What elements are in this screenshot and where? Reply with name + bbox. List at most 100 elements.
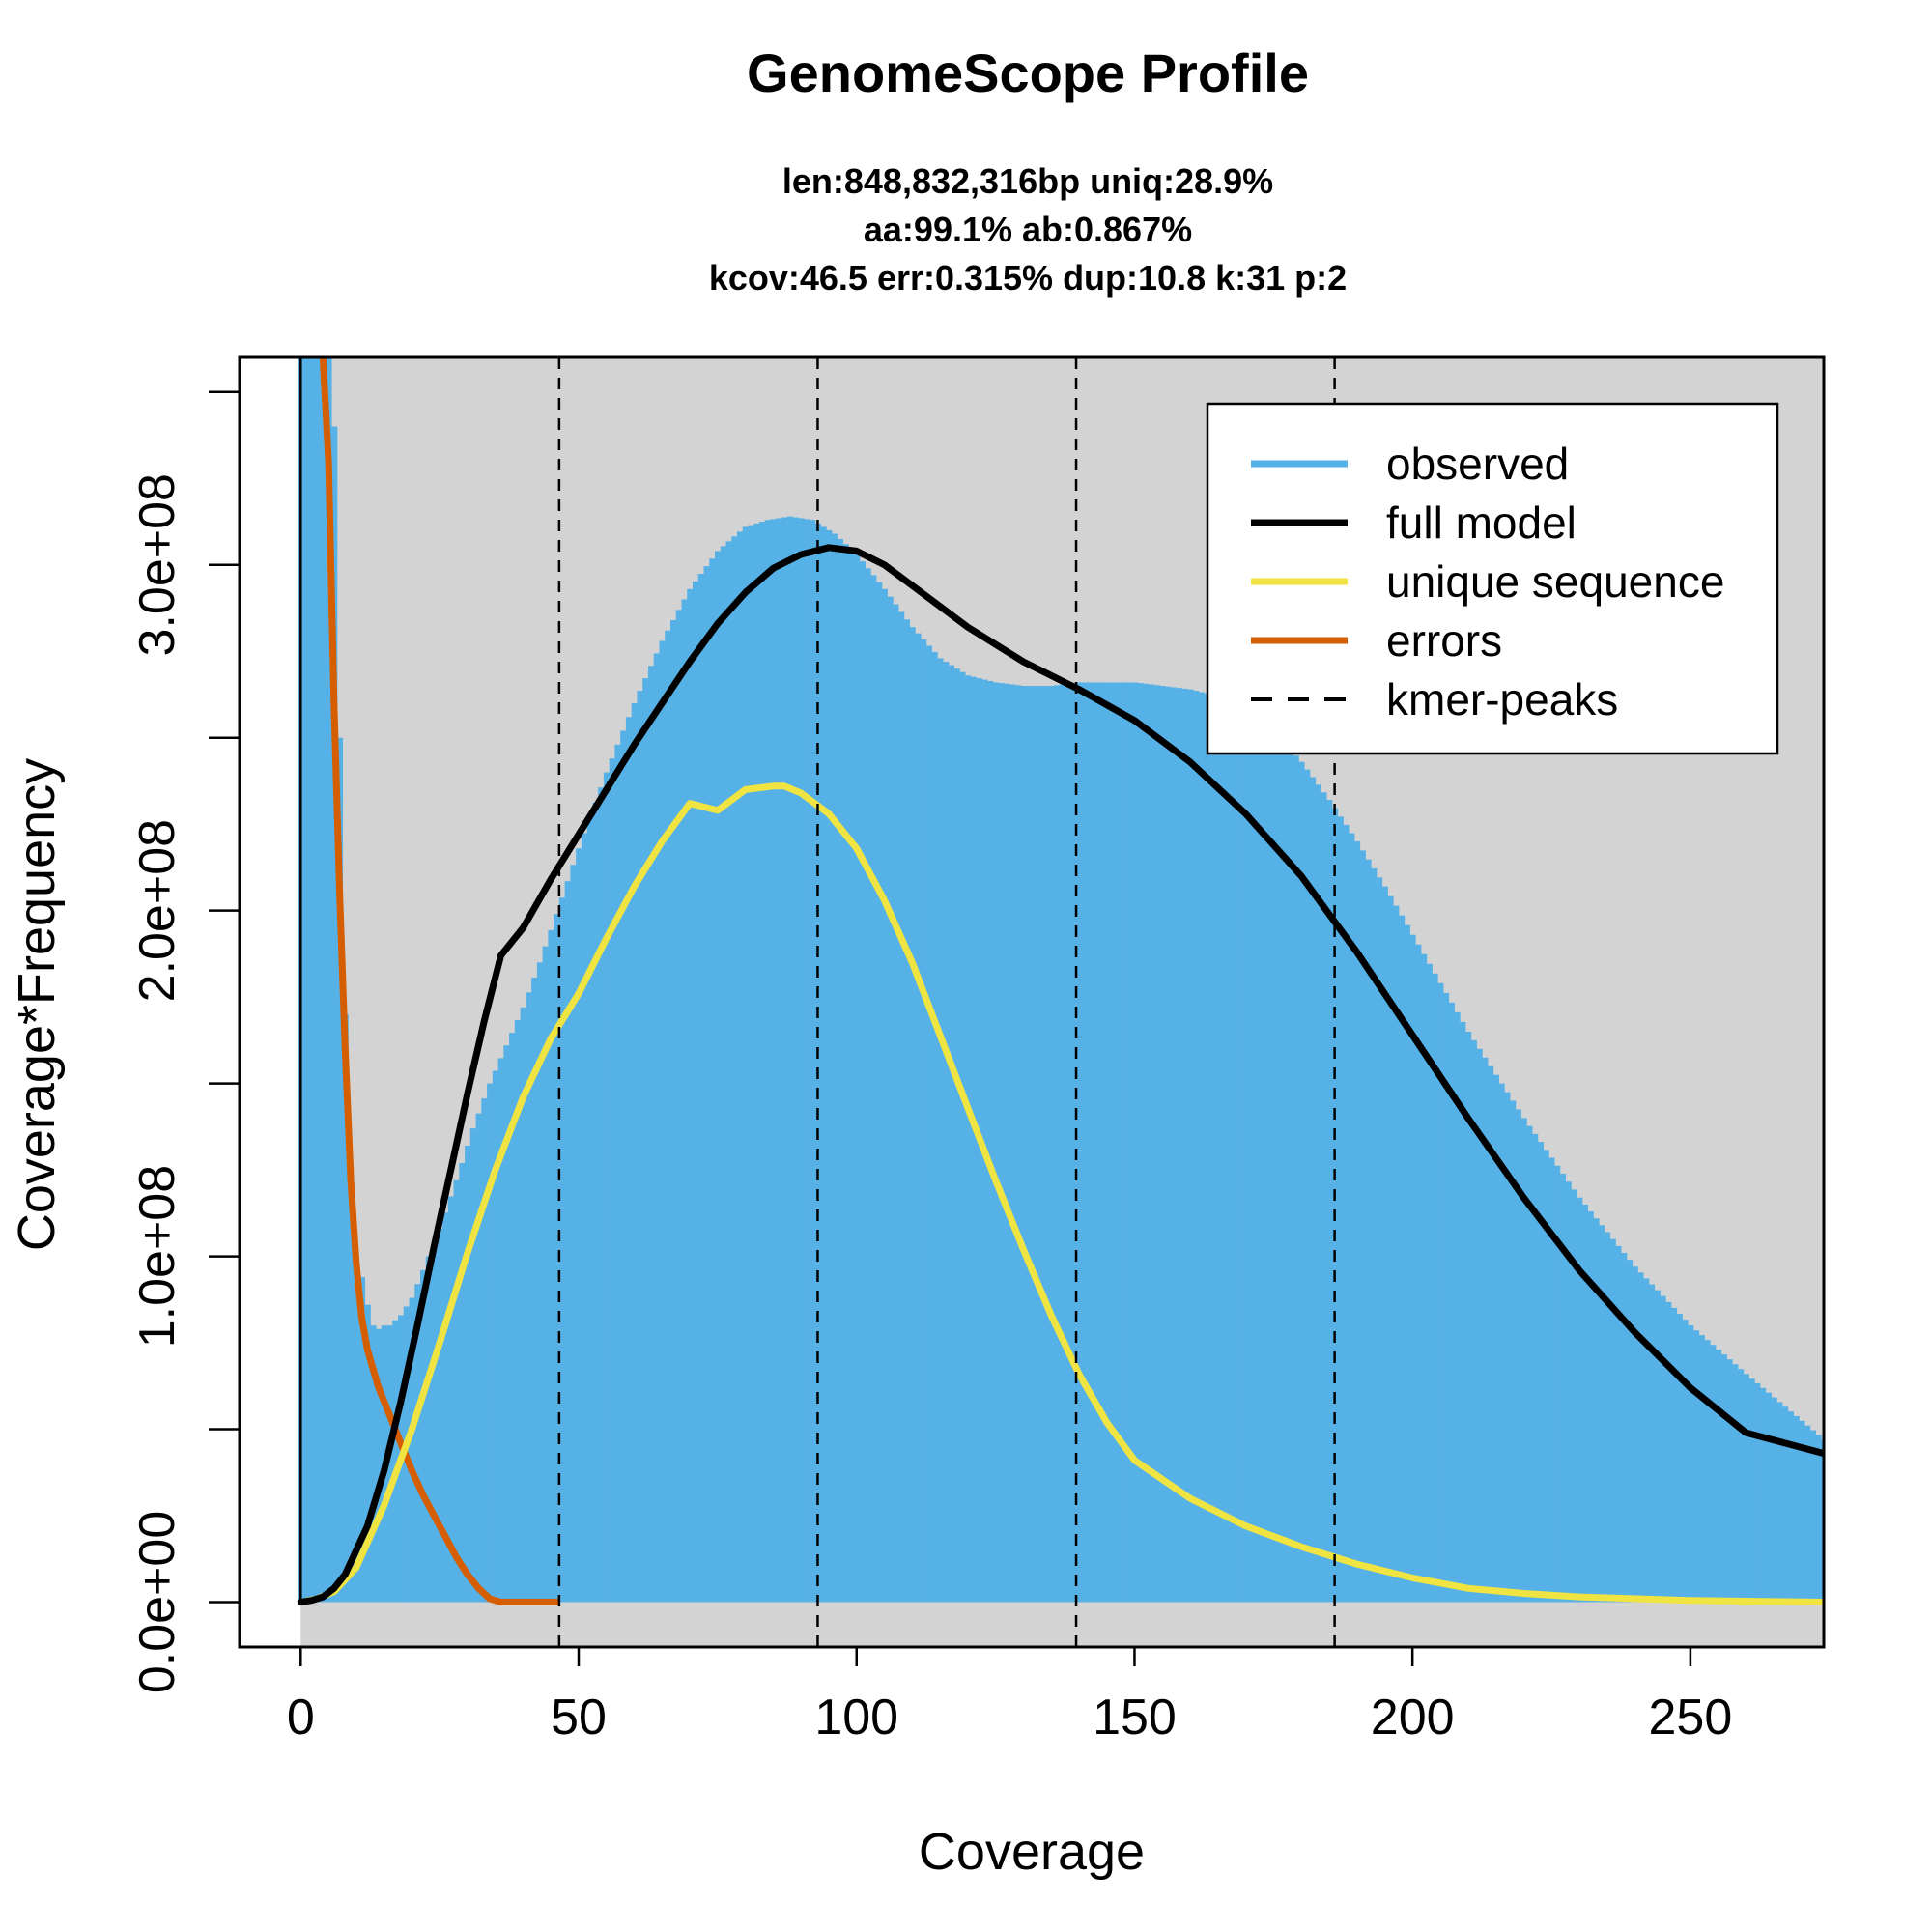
observed-bar <box>764 520 772 1603</box>
observed-bar <box>647 666 655 1603</box>
y-axis: 0.0e+00 1.0e+08 2.0e+08 3.0e+08 <box>129 390 242 1693</box>
observed-bar <box>1520 1118 1527 1603</box>
observed-bar <box>1014 685 1022 1603</box>
observed-bar <box>792 517 799 1603</box>
observed-bar <box>1165 686 1172 1603</box>
observed-bar <box>431 1242 438 1603</box>
observed-bar <box>1498 1083 1505 1603</box>
observed-bar <box>659 640 666 1603</box>
observed-bar <box>1632 1266 1638 1603</box>
observed-bar <box>703 566 710 1603</box>
observed-bar <box>1393 905 1400 1603</box>
observed-bar <box>1754 1382 1761 1603</box>
observed-bar <box>314 357 322 1603</box>
observed-bar <box>1726 1359 1733 1603</box>
observed-bar <box>1415 944 1422 1603</box>
observed-bar <box>1081 682 1089 1603</box>
observed-bar <box>420 1269 427 1603</box>
observed-bar <box>1799 1420 1805 1603</box>
observed-bar <box>1287 749 1294 1603</box>
observed-bar <box>981 679 988 1603</box>
observed-bar <box>1309 777 1317 1603</box>
observed-bar <box>1349 833 1355 1603</box>
observed-bar <box>1576 1197 1583 1603</box>
legend: observed full model unique sequence errors k… <box>1206 402 1779 755</box>
observed-bar <box>742 526 750 1603</box>
observed-bar <box>520 1007 526 1603</box>
observed-bar <box>942 661 950 1603</box>
observed-bar <box>1543 1150 1549 1603</box>
observed-bar <box>1515 1109 1521 1603</box>
observed-bar <box>437 1228 443 1603</box>
observed-bar <box>1454 1011 1461 1603</box>
observed-bar <box>1620 1252 1628 1603</box>
observed-bar <box>1676 1313 1683 1603</box>
observed-bar <box>1460 1021 1466 1603</box>
observed-bar <box>1704 1340 1711 1603</box>
observed-bar <box>1420 953 1428 1603</box>
observed-bar <box>786 516 794 1603</box>
observed-bar <box>487 1083 494 1603</box>
observed-bar <box>881 588 888 1603</box>
observed-bar <box>970 676 978 1603</box>
observed-bar <box>1720 1354 1727 1603</box>
y-tick-label: 0.0e+00 <box>129 1511 185 1693</box>
observed-bar <box>1032 686 1038 1603</box>
observed-bar <box>558 897 566 1603</box>
observed-bar <box>425 1256 433 1603</box>
observed-bar <box>1571 1189 1577 1603</box>
observed-bar <box>831 533 838 1603</box>
observed-bar <box>692 581 699 1603</box>
observed-bar <box>853 554 861 1603</box>
observed-bar <box>1176 688 1182 1603</box>
observed-bar <box>1759 1387 1767 1603</box>
observed-bar <box>1343 824 1350 1603</box>
observed-bar <box>875 582 883 1603</box>
x-axis-label: Coverage <box>919 1823 1145 1881</box>
observed-bar <box>497 1058 504 1603</box>
observed-bar <box>631 702 639 1603</box>
observed-bar <box>642 678 649 1603</box>
observed-bar <box>681 599 688 1603</box>
observed-bar <box>1293 755 1299 1603</box>
observed-bar <box>625 717 633 1603</box>
observed-bar <box>1581 1204 1589 1603</box>
observed-bar <box>1665 1301 1672 1603</box>
observed-bar <box>1688 1325 1694 1603</box>
observed-bar <box>1159 686 1166 1603</box>
observed-bar <box>1409 934 1416 1603</box>
y-tick-label: 1.0e+08 <box>129 1165 185 1348</box>
observed-bar <box>1054 685 1061 1603</box>
observed-bar <box>931 651 938 1603</box>
observed-bar <box>826 529 833 1603</box>
series-unique-sequence <box>297 782 1824 1605</box>
observed-bar <box>1587 1211 1594 1603</box>
observed-bar <box>576 848 582 1603</box>
observed-bar <box>447 1196 455 1603</box>
observed-bar <box>1526 1125 1533 1603</box>
observed-bar <box>409 1297 415 1603</box>
observed-bar <box>1565 1181 1572 1603</box>
observed-bar <box>336 737 344 1603</box>
chart-title: GenomeScope Profile <box>747 43 1309 103</box>
observed-bar <box>1771 1397 1777 1603</box>
observed-bar <box>1509 1100 1517 1603</box>
observed-bar <box>1593 1218 1600 1603</box>
observed-bar <box>554 914 560 1603</box>
observed-bar <box>948 665 955 1603</box>
observed-bar <box>759 522 766 1603</box>
observed-bar <box>748 525 754 1603</box>
x-tick-label: 100 <box>814 1690 898 1746</box>
x-tick-label: 250 <box>1649 1690 1733 1746</box>
observed-bar <box>637 691 643 1603</box>
observed-bar <box>1426 963 1433 1603</box>
observed-bar <box>1476 1048 1483 1603</box>
observed-bar <box>453 1179 460 1603</box>
observed-bar <box>1487 1065 1494 1603</box>
observed-bar <box>731 536 738 1603</box>
observed-bar <box>581 833 588 1603</box>
legend-label: observed <box>1386 439 1569 489</box>
observed-bar <box>1248 714 1255 1603</box>
observed-bar <box>320 357 327 1603</box>
